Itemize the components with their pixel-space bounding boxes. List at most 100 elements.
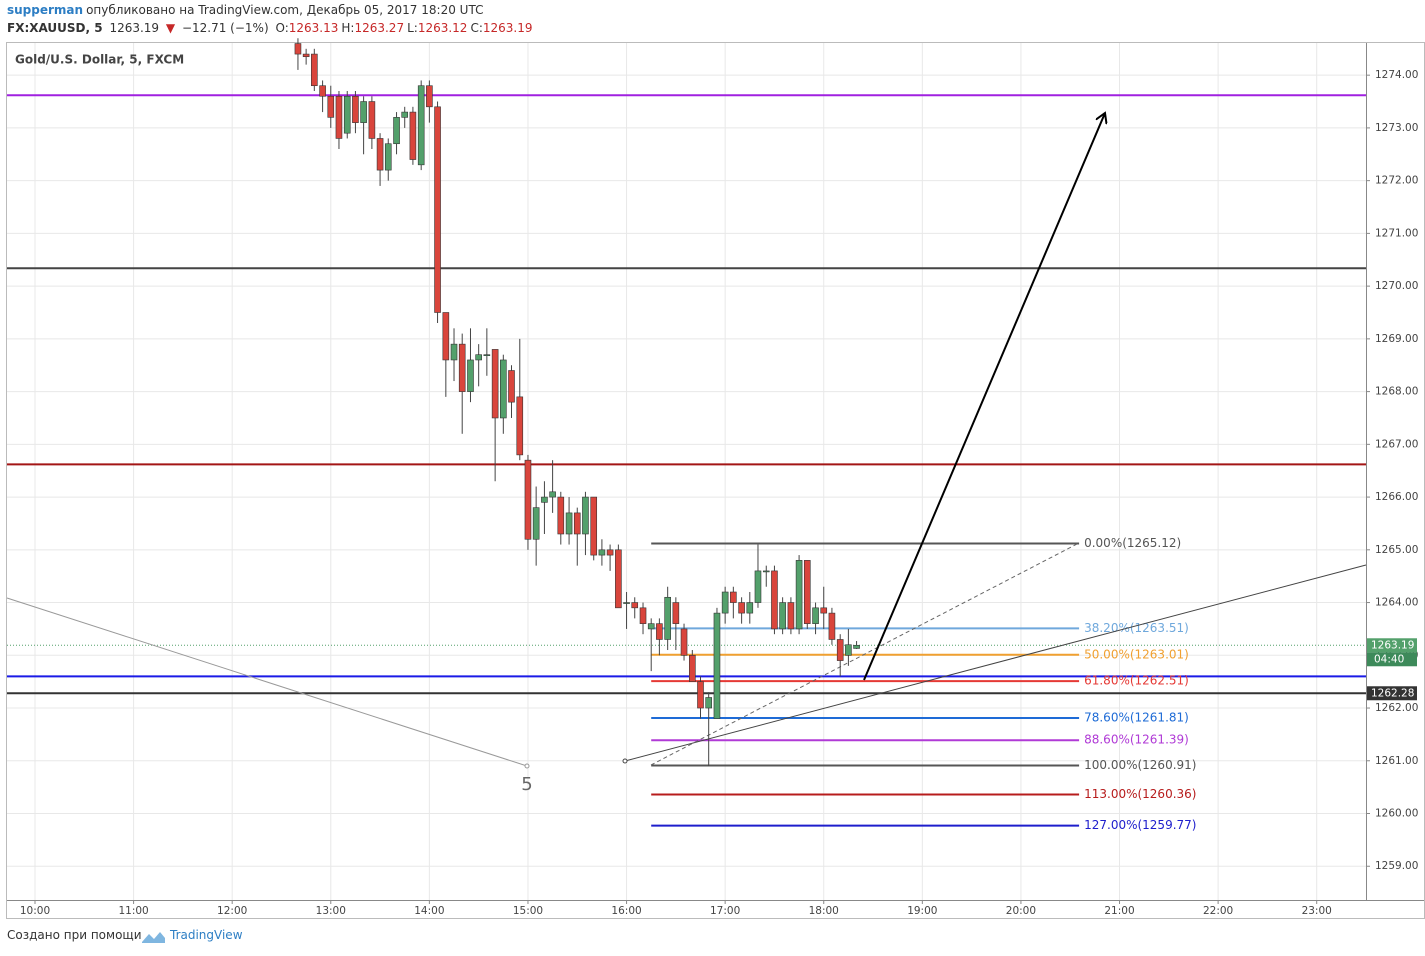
candle-body	[820, 607, 828, 614]
candle-body	[721, 591, 729, 614]
trend-line	[6, 597, 528, 767]
candle-body	[828, 612, 836, 640]
candle-body	[754, 570, 762, 603]
y-tick-label: 1272.00	[1375, 175, 1418, 187]
author[interactable]: supperman	[7, 3, 84, 17]
candle-body	[368, 101, 376, 139]
logo[interactable]	[140, 927, 166, 945]
y-tick-label: 1265.00	[1375, 544, 1418, 556]
ohlc-key: C:	[470, 21, 483, 35]
made-with: Создано при помощи	[7, 928, 142, 942]
x-tick-label: 13:00	[316, 905, 346, 917]
candle-body	[680, 628, 688, 656]
candle-body	[483, 354, 491, 356]
candle-body	[598, 549, 606, 556]
candle-body	[606, 549, 614, 556]
candle-body	[376, 138, 384, 171]
change: −12.71 (−1%)	[181, 21, 269, 35]
candle-body	[853, 644, 860, 649]
candle-body	[664, 596, 671, 640]
price-tag	[1367, 686, 1417, 701]
candle-body	[360, 101, 367, 123]
publish-line: supperman опубликовано на TradingView.com…	[7, 3, 486, 17]
candle-body	[319, 85, 326, 97]
wave-label: 5	[521, 774, 532, 795]
ohlc-value: 1263.12	[417, 21, 468, 35]
countdown-label: 04:40	[1374, 653, 1404, 665]
candle-body	[787, 602, 795, 630]
candle-body	[705, 697, 712, 709]
candle-body	[746, 602, 754, 614]
candle-body	[434, 106, 441, 313]
candle-body	[565, 512, 573, 535]
candle-body	[467, 359, 474, 392]
brand[interactable]: TradingView	[170, 928, 243, 942]
candle-body	[352, 95, 359, 123]
ohlc-key: O:	[275, 21, 289, 35]
x-tick-label: 19:00	[907, 905, 937, 917]
y-tick-label: 1270.00	[1375, 280, 1418, 292]
candle-body	[762, 570, 770, 573]
candle-body	[779, 602, 786, 630]
legend: Gold/U.S. Dollar, 5, FXCM	[15, 53, 184, 67]
candle-body	[803, 560, 811, 624]
fib-trend-line	[650, 542, 1080, 766]
trend-point	[622, 758, 628, 764]
x-tick-label: 14:00	[414, 905, 444, 917]
x-tick-label: 15:00	[513, 905, 543, 917]
countdown-tag	[1367, 652, 1417, 667]
candle-body	[631, 602, 639, 609]
candle-body	[384, 143, 392, 171]
change-arrow: ▼	[165, 21, 176, 35]
candle-body	[327, 95, 335, 118]
fib-label: 78.60%(1261.81)	[1084, 711, 1189, 725]
candle-body	[549, 491, 556, 498]
fib-label: 100.00%(1260.91)	[1084, 758, 1196, 772]
x-tick-label: 12:00	[217, 905, 247, 917]
candle-body	[647, 623, 655, 630]
candle-body	[771, 570, 778, 630]
quote-line: FX:XAUUSD, 5 1263.19 ▼ −12.71 (−1%) O:12…	[7, 21, 535, 35]
ohlc-key: L:	[407, 21, 418, 35]
x-tick-label: 11:00	[118, 905, 148, 917]
y-tick-label: 1271.00	[1375, 227, 1418, 239]
fib-label: 127.00%(1259.77)	[1084, 818, 1196, 832]
x-tick-label: 23:00	[1302, 905, 1332, 917]
candle-body	[689, 654, 696, 682]
candle-body	[557, 496, 565, 535]
candle-body	[516, 396, 524, 456]
candle-body	[615, 549, 622, 609]
x-tick-label: 16:00	[611, 905, 641, 917]
candle-body	[417, 85, 425, 166]
candle-body	[302, 53, 310, 58]
candle-body	[426, 85, 433, 108]
candle-body	[836, 639, 844, 661]
trend-line	[624, 564, 1367, 762]
candle-body	[450, 343, 458, 361]
candle-body	[343, 95, 351, 134]
candle-body	[458, 343, 466, 392]
y-tick-label: 1267.00	[1375, 438, 1418, 450]
frame	[6, 42, 1425, 919]
candle-body	[524, 459, 532, 540]
price-tag-label: 1263.19	[1371, 639, 1414, 651]
ohlc-value: 1263.19	[482, 21, 533, 35]
y-tick-label: 1268.00	[1375, 386, 1418, 398]
y-tick-label: 1273.00	[1375, 122, 1418, 134]
candle-body	[335, 95, 343, 139]
published: опубликовано на TradingView.com, Декабрь…	[86, 3, 484, 17]
candle-body	[475, 354, 482, 361]
candle-body	[590, 496, 598, 556]
y-tick-label: 1259.00	[1375, 860, 1418, 872]
y-tick-label: 1262.00	[1375, 702, 1418, 714]
candle-body	[573, 512, 581, 535]
fib-label: 50.00%(1263.01)	[1084, 647, 1189, 661]
fib-label: 0.00%(1265.12)	[1084, 536, 1181, 550]
candle-body	[730, 591, 737, 603]
x-tick-label: 22:00	[1203, 905, 1233, 917]
candle-body	[697, 681, 704, 709]
candle-body	[311, 53, 318, 87]
candle-body	[393, 117, 400, 145]
